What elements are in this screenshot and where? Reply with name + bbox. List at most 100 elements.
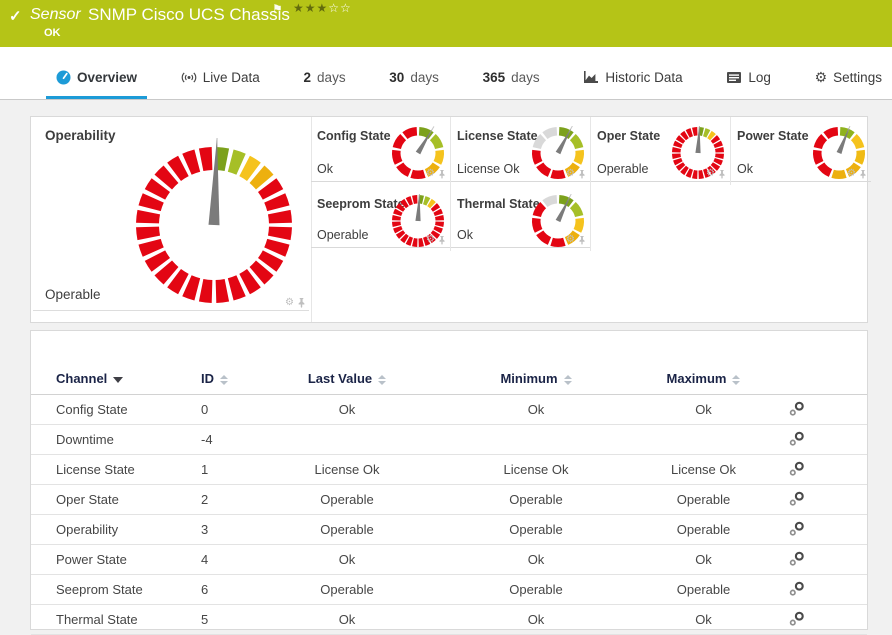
table-row: Config State 0 Ok Ok Ok bbox=[31, 394, 867, 425]
channel-settings-icon[interactable] bbox=[789, 521, 805, 537]
pin-icon[interactable] bbox=[578, 235, 586, 245]
channel-settings-icon[interactable] bbox=[789, 611, 805, 627]
gear-icon[interactable]: ⚙ bbox=[285, 296, 294, 308]
gear-icon[interactable]: ⚙ bbox=[426, 168, 435, 179]
gauge-title: Oper State bbox=[597, 129, 661, 143]
tab-30-days[interactable]: 30 days bbox=[389, 69, 439, 85]
pin-icon[interactable] bbox=[297, 297, 306, 308]
channel-name-cell[interactable]: Operability bbox=[31, 514, 201, 545]
channel-id-cell: 0 bbox=[201, 394, 283, 425]
column-header-settings bbox=[746, 367, 867, 395]
sort-icon bbox=[378, 374, 387, 385]
sensor-status-badge: OK bbox=[44, 27, 61, 39]
pin-icon[interactable] bbox=[578, 169, 586, 179]
pin-icon[interactable] bbox=[718, 169, 726, 179]
channel-settings-icon[interactable] bbox=[789, 551, 805, 567]
channel-name-cell[interactable]: Seeprom State bbox=[31, 574, 201, 605]
channel-name-cell[interactable]: Oper State bbox=[31, 484, 201, 515]
gauge-title: Thermal State bbox=[457, 197, 540, 211]
state-gauge bbox=[392, 194, 444, 247]
gear-icon[interactable]: ⚙ bbox=[566, 168, 575, 179]
tab-log[interactable]: Log bbox=[716, 58, 781, 99]
channel-table: Channel ID Last Value Minimum Maximum Co… bbox=[31, 367, 867, 635]
flag-icon[interactable]: ⚑ bbox=[272, 2, 283, 16]
gear-icon[interactable]: ⚙ bbox=[847, 168, 856, 179]
minimum-cell: Ok bbox=[411, 544, 661, 575]
tab-365-days[interactable]: 365 days bbox=[482, 69, 540, 85]
minimum-cell: Ok bbox=[411, 394, 661, 425]
maximum-cell: Ok bbox=[661, 394, 746, 425]
tab-live-data[interactable]: Live Data bbox=[171, 58, 270, 99]
sensor-title: SNMP Cisco UCS Chassis bbox=[88, 5, 290, 24]
channel-settings-icon[interactable] bbox=[789, 461, 805, 477]
operability-gauge bbox=[136, 138, 292, 303]
divider bbox=[451, 181, 590, 182]
gauge-value: Ok bbox=[457, 228, 473, 242]
last-value-cell bbox=[283, 424, 411, 455]
status-check-icon: ✓ bbox=[9, 8, 22, 25]
gauge-cell-oper-state: Oper State Operable ⚙ bbox=[591, 117, 731, 185]
table-row: License State 1 License Ok License Ok Li… bbox=[31, 454, 867, 485]
tab-overview[interactable]: Overview bbox=[46, 58, 148, 99]
channel-name-cell[interactable]: Config State bbox=[31, 394, 201, 425]
tab-2-days[interactable]: 2 days bbox=[303, 69, 346, 85]
channel-id-cell: 5 bbox=[201, 604, 283, 635]
minimum-cell: Operable bbox=[411, 484, 661, 515]
gauge-title: Config State bbox=[317, 129, 391, 143]
minimum-cell: Ok bbox=[411, 604, 661, 635]
sort-icon bbox=[563, 374, 572, 385]
tab-settings[interactable]: ⚙ Settings bbox=[814, 69, 882, 85]
channel-table-panel: Channel ID Last Value Minimum Maximum Co… bbox=[30, 330, 868, 635]
maximum-cell: Ok bbox=[661, 604, 746, 635]
gear-icon[interactable]: ⚙ bbox=[566, 234, 575, 245]
column-header-maximum[interactable]: Maximum bbox=[661, 367, 746, 395]
gauge-cell-config-state: Config State Ok ⚙ bbox=[311, 117, 451, 185]
channel-id-cell: 4 bbox=[201, 544, 283, 575]
maximum-cell: Operable bbox=[661, 574, 746, 605]
state-gauge bbox=[672, 126, 724, 179]
gauge-title: License State bbox=[457, 129, 538, 143]
pin-icon[interactable] bbox=[438, 235, 446, 245]
tab-historic-data[interactable]: Historic Data bbox=[573, 58, 692, 99]
priority-stars[interactable]: ★★★☆☆ bbox=[293, 1, 352, 15]
maximum-cell: Operable bbox=[661, 484, 746, 515]
table-row: Oper State 2 Operable Operable Operable bbox=[31, 484, 867, 515]
channel-id-cell: 6 bbox=[201, 574, 283, 605]
channel-name-cell[interactable]: Power State bbox=[31, 544, 201, 575]
gauge-cell-power-state: Power State Ok ⚙ bbox=[731, 117, 871, 185]
pin-icon[interactable] bbox=[438, 169, 446, 179]
gauge-value: Operable bbox=[317, 228, 369, 242]
gauge-value: License Ok bbox=[457, 162, 520, 176]
channel-id-cell: 1 bbox=[201, 454, 283, 485]
sensor-kind-label: Sensor bbox=[30, 6, 81, 23]
channel-name-cell[interactable]: Thermal State bbox=[31, 604, 201, 635]
table-row: Thermal State 5 Ok Ok Ok bbox=[31, 604, 867, 635]
divider bbox=[451, 247, 590, 248]
state-gauge bbox=[531, 126, 585, 179]
gauge-title: Power State bbox=[737, 129, 809, 143]
gear-icon[interactable]: ⚙ bbox=[426, 234, 435, 245]
pin-icon[interactable] bbox=[859, 169, 867, 179]
sensor-header: ✓ Sensor SNMP Cisco UCS Chassis ⚑ ★★★☆☆ … bbox=[0, 0, 892, 47]
last-value-cell: Ok bbox=[283, 544, 411, 575]
channel-settings-icon[interactable] bbox=[789, 401, 805, 417]
historic-data-icon bbox=[584, 71, 599, 83]
live-data-icon bbox=[181, 71, 197, 83]
state-gauge bbox=[391, 126, 445, 179]
gear-icon[interactable]: ⚙ bbox=[706, 168, 715, 179]
column-header-id[interactable]: ID bbox=[201, 367, 283, 395]
channel-settings-icon[interactable] bbox=[789, 431, 805, 447]
channel-settings-icon[interactable] bbox=[789, 581, 805, 597]
channel-name-cell[interactable]: License State bbox=[31, 454, 201, 485]
channel-id-cell: 2 bbox=[201, 484, 283, 515]
minimum-cell: License Ok bbox=[411, 454, 661, 485]
column-header-minimum[interactable]: Minimum bbox=[411, 367, 661, 395]
last-value-cell: Operable bbox=[283, 484, 411, 515]
sort-desc-icon bbox=[113, 376, 124, 383]
channel-settings-icon[interactable] bbox=[789, 491, 805, 507]
column-header-last-value[interactable]: Last Value bbox=[283, 367, 411, 395]
minimum-cell: Operable bbox=[411, 514, 661, 545]
channel-name-cell[interactable]: Downtime bbox=[31, 424, 201, 455]
column-header-channel[interactable]: Channel bbox=[31, 367, 201, 395]
last-value-cell: Ok bbox=[283, 394, 411, 425]
